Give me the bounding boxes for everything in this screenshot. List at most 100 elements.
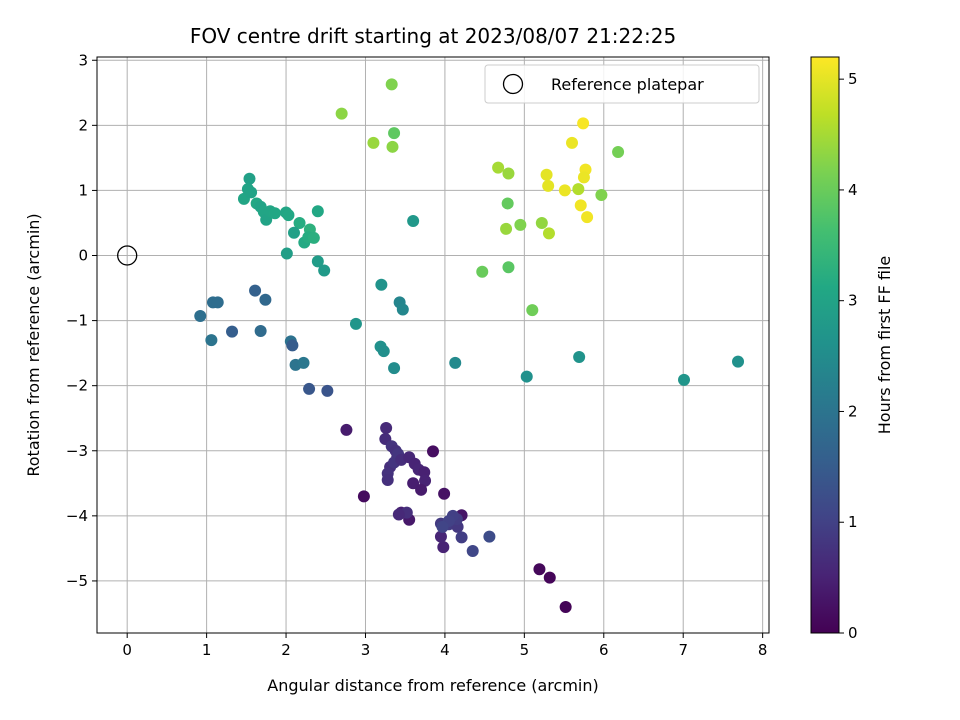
y-axis-label: Rotation from reference (arcmin) [24, 213, 43, 476]
scatter-points [194, 78, 745, 613]
colorbar-tick-label: 5 [848, 70, 858, 88]
data-point [211, 296, 224, 309]
data-point [375, 278, 388, 291]
colorbar-tick-label: 0 [848, 624, 858, 642]
data-point [558, 184, 571, 197]
data-point [520, 370, 533, 383]
colorbar: 0 1 2 3 4 5 Hours from first FF file [810, 56, 894, 642]
reference-point [117, 245, 138, 266]
data-point [282, 209, 295, 222]
colorbar-label: Hours from first FF file [875, 256, 894, 435]
x-tick-label: 0 [122, 641, 132, 659]
data-point [573, 351, 586, 364]
plot-frame [96, 56, 770, 634]
data-point [437, 541, 450, 554]
x-tick-label: 1 [202, 641, 212, 659]
data-point [357, 490, 370, 503]
legend: Reference platepar [484, 64, 760, 104]
data-point [483, 530, 496, 543]
data-point [226, 325, 239, 338]
x-tick-label: 3 [361, 641, 371, 659]
legend-box [484, 64, 760, 104]
data-point [500, 222, 513, 235]
data-point [303, 382, 316, 395]
data-point [388, 362, 401, 375]
colorbar-tick-label: 4 [848, 181, 858, 199]
data-point [449, 356, 462, 369]
data-point [280, 247, 293, 260]
data-point [572, 183, 585, 196]
data-point [455, 531, 468, 544]
data-point [476, 265, 489, 278]
data-point [407, 215, 420, 228]
x-tick-label: 8 [758, 641, 768, 659]
legend-marker [502, 73, 524, 95]
data-point [321, 384, 334, 397]
data-point [581, 211, 594, 224]
data-point [380, 421, 393, 434]
data-point [574, 199, 587, 212]
data-point [535, 216, 548, 229]
chart-title: FOV centre drift starting at 2023/08/07 … [190, 24, 676, 48]
data-point [577, 171, 590, 184]
data-point [466, 544, 479, 557]
x-axis-label: Angular distance from reference (arcmin) [267, 676, 598, 695]
data-point [318, 264, 331, 277]
data-point [297, 356, 310, 369]
colorbar-tick-label: 2 [848, 402, 858, 420]
reference-platepar-marker [117, 245, 138, 266]
x-tick-label: 6 [599, 641, 609, 659]
data-point [502, 261, 515, 274]
data-point [436, 520, 449, 533]
x-tick-label: 2 [281, 641, 291, 659]
data-point [205, 334, 218, 347]
x-tick-label: 4 [440, 641, 450, 659]
data-point [427, 445, 439, 458]
data-point [386, 140, 399, 153]
data-point [419, 474, 432, 487]
data-point [526, 304, 539, 317]
data-point [732, 355, 745, 368]
data-point [492, 161, 505, 174]
y-tick-label: −2 [66, 377, 88, 395]
data-point [543, 571, 556, 584]
y-axis-ticks: −5 −4 −3 −2 −1 0 1 2 3 [66, 51, 97, 590]
data-point [367, 136, 380, 149]
data-point [293, 216, 306, 229]
data-point [286, 339, 299, 352]
colorbar-tick-label: 1 [848, 513, 858, 531]
data-point [438, 487, 451, 500]
data-point [243, 172, 256, 185]
y-tick-label: −5 [66, 572, 88, 590]
data-point [678, 373, 691, 386]
colorbar-ticks: 0 1 2 3 4 5 [839, 70, 858, 642]
data-point [392, 508, 405, 521]
data-point [595, 188, 608, 201]
data-point [241, 183, 254, 196]
data-point [540, 168, 553, 181]
data-point [434, 530, 447, 543]
y-tick-label: −1 [66, 312, 88, 330]
y-tick-label: −4 [66, 507, 88, 525]
data-point [377, 345, 390, 358]
data-point [259, 293, 272, 306]
data-point [566, 136, 579, 149]
data-point [287, 226, 300, 239]
colorbar-gradient [810, 56, 840, 634]
x-tick-label: 5 [520, 641, 530, 659]
data-point [415, 483, 428, 496]
data-point [340, 423, 353, 436]
data-point [385, 78, 398, 91]
y-tick-label: 0 [78, 247, 88, 265]
data-point [559, 600, 572, 613]
colorbar-tick-label: 3 [848, 292, 858, 310]
data-point [502, 167, 515, 180]
data-point [349, 317, 362, 330]
data-point [542, 227, 555, 240]
data-point [335, 107, 348, 120]
data-point [307, 231, 320, 244]
data-point [268, 207, 281, 220]
data-point [396, 303, 409, 316]
x-tick-label: 7 [678, 641, 688, 659]
